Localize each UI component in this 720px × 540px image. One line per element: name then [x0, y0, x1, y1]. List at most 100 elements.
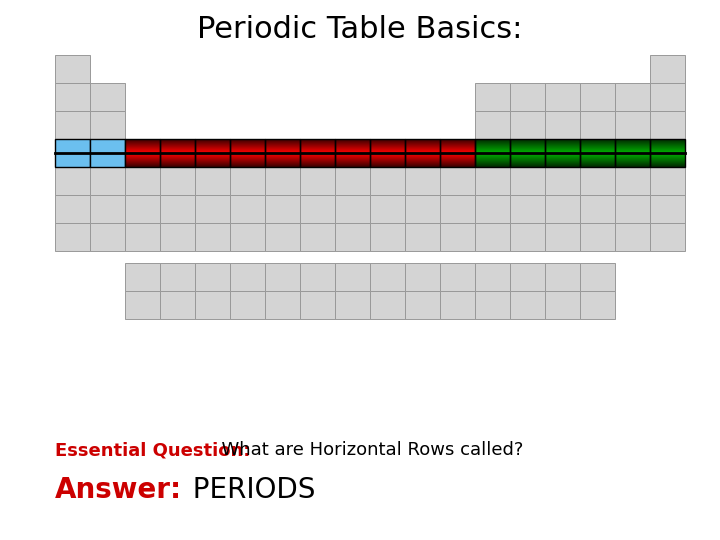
Text: Answer:: Answer:	[55, 476, 182, 504]
Bar	[335, 167, 370, 195]
Bar	[510, 291, 545, 319]
Bar	[160, 223, 195, 251]
Bar	[265, 195, 300, 223]
Bar	[265, 139, 300, 167]
Bar	[300, 263, 335, 291]
Bar	[650, 167, 685, 195]
Bar	[370, 223, 405, 251]
Bar	[335, 291, 370, 319]
Bar	[230, 139, 265, 167]
Bar	[545, 111, 580, 139]
Bar	[195, 167, 230, 195]
Bar	[405, 139, 440, 167]
Bar	[650, 139, 685, 167]
Bar	[230, 291, 265, 319]
Bar	[440, 139, 475, 167]
Bar	[405, 223, 440, 251]
Bar	[195, 223, 230, 251]
Bar	[55, 55, 90, 83]
Bar	[510, 167, 545, 195]
Bar	[510, 139, 545, 167]
Text: Essential Question:: Essential Question:	[55, 441, 251, 459]
Bar	[475, 139, 510, 167]
Bar	[55, 195, 90, 223]
Bar	[405, 291, 440, 319]
Bar	[650, 195, 685, 223]
Bar	[580, 139, 615, 167]
Bar	[545, 223, 580, 251]
Bar	[650, 139, 685, 167]
Bar	[195, 291, 230, 319]
Bar	[510, 263, 545, 291]
Bar	[90, 111, 125, 139]
Bar	[335, 223, 370, 251]
Bar	[55, 223, 90, 251]
Bar	[440, 223, 475, 251]
Bar	[370, 195, 405, 223]
Bar	[545, 139, 580, 167]
Bar	[90, 139, 125, 167]
Bar	[55, 167, 90, 195]
Bar	[300, 195, 335, 223]
Bar	[125, 167, 160, 195]
Bar	[300, 139, 335, 167]
Bar	[545, 167, 580, 195]
Bar	[545, 195, 580, 223]
Bar	[300, 291, 335, 319]
Bar	[510, 139, 545, 167]
Bar	[370, 291, 405, 319]
Bar	[230, 167, 265, 195]
Bar	[475, 223, 510, 251]
Bar	[230, 139, 265, 167]
Bar	[580, 167, 615, 195]
Bar	[615, 111, 650, 139]
Bar	[160, 195, 195, 223]
Bar	[90, 223, 125, 251]
Bar	[265, 223, 300, 251]
Bar	[615, 139, 650, 167]
Bar	[405, 195, 440, 223]
Bar	[650, 55, 685, 83]
Bar	[90, 139, 125, 167]
Bar	[265, 263, 300, 291]
Bar	[580, 195, 615, 223]
Bar	[475, 263, 510, 291]
Bar	[335, 263, 370, 291]
Bar	[195, 139, 230, 167]
Bar	[300, 139, 335, 167]
Bar	[615, 139, 650, 167]
Bar	[440, 167, 475, 195]
Bar	[125, 139, 160, 167]
Bar	[510, 195, 545, 223]
Text: What are Horizontal Rows called?: What are Horizontal Rows called?	[210, 441, 523, 459]
Bar	[335, 139, 370, 167]
Bar	[55, 139, 90, 167]
Bar	[335, 195, 370, 223]
Bar	[160, 139, 195, 167]
Bar	[440, 291, 475, 319]
Bar	[580, 139, 615, 167]
Bar	[195, 139, 230, 167]
Bar	[90, 167, 125, 195]
Text: PERIODS: PERIODS	[175, 476, 315, 504]
Bar	[615, 223, 650, 251]
Bar	[475, 111, 510, 139]
Bar	[440, 139, 475, 167]
Bar	[405, 167, 440, 195]
Text: Periodic Table Basics:: Periodic Table Basics:	[197, 16, 523, 44]
Bar	[160, 291, 195, 319]
Bar	[160, 167, 195, 195]
Bar	[195, 195, 230, 223]
Bar	[125, 223, 160, 251]
Bar	[125, 291, 160, 319]
Bar	[545, 139, 580, 167]
Bar	[510, 223, 545, 251]
Bar	[90, 83, 125, 111]
Bar	[440, 263, 475, 291]
Bar	[580, 263, 615, 291]
Bar	[475, 139, 510, 167]
Bar	[650, 83, 685, 111]
Bar	[615, 83, 650, 111]
Bar	[405, 263, 440, 291]
Bar	[510, 111, 545, 139]
